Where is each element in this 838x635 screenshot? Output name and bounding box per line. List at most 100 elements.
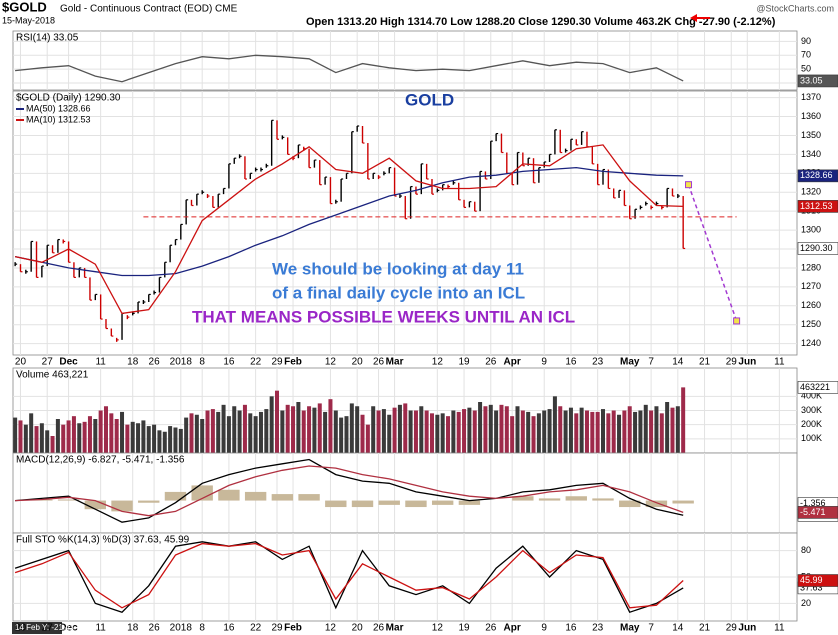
- pane-legend: Volume 463,221: [16, 370, 89, 381]
- price-bar: [190, 199, 194, 207]
- pane-legend: RSI(14) 33.05: [16, 33, 79, 44]
- volume-bar: [296, 402, 301, 453]
- y-tick-label: 1240: [801, 338, 821, 348]
- x-tick-label: 26: [485, 357, 497, 368]
- price-bar: [388, 167, 392, 174]
- legend-label: MA(10) 1312.53: [26, 114, 91, 124]
- y-tick-label: 1340: [801, 149, 821, 159]
- volume-bar: [579, 407, 584, 453]
- price-bar: [169, 244, 173, 263]
- price-bar: [345, 172, 349, 179]
- x-tick-label: 27: [42, 357, 54, 368]
- x-tick-label: 26: [485, 623, 497, 634]
- price-bar: [201, 190, 205, 195]
- volume-bar: [392, 407, 397, 453]
- price-bar: [206, 194, 210, 199]
- histogram-bar: [84, 500, 106, 510]
- price-bar: [367, 143, 370, 180]
- x-tick-label: 16: [223, 623, 235, 634]
- price-bar: [335, 199, 338, 204]
- price-bar: [94, 293, 98, 301]
- volume-bar: [531, 416, 536, 453]
- price-bar: [19, 264, 23, 273]
- histogram-bar: [244, 491, 267, 501]
- last-value-box: [797, 381, 838, 394]
- x-tick-label: 26: [373, 623, 385, 634]
- annotation: We should be looking at day 11: [272, 259, 524, 278]
- x-tick-label: 26: [373, 357, 385, 368]
- price-bar: [254, 167, 258, 172]
- y-tick-label: 1350: [801, 130, 821, 140]
- x-tick-label: 29: [726, 623, 738, 634]
- volume-bar: [590, 411, 595, 453]
- price-bar: [110, 328, 114, 337]
- volume-bar: [280, 410, 285, 453]
- volume-bar: [499, 404, 504, 453]
- volume-bar: [178, 428, 183, 453]
- series-line: [14, 144, 684, 315]
- volume-bar: [547, 409, 552, 453]
- price-bar: [399, 194, 402, 199]
- volume-bar: [606, 413, 611, 453]
- price-bar: [591, 146, 595, 165]
- volume-bar: [307, 406, 312, 453]
- histogram-bar: [538, 498, 561, 501]
- x-tick-label: 16: [565, 623, 577, 634]
- series-line: [14, 542, 684, 609]
- price-bar: [682, 196, 686, 250]
- x-tick-label: Jun: [738, 357, 756, 368]
- volume-bar: [440, 413, 445, 453]
- y-tick-label: 200K: [801, 419, 822, 429]
- x-tick-label: 26: [149, 357, 161, 368]
- price-bar: [217, 193, 221, 208]
- volume-bar: [258, 411, 263, 453]
- price-bar: [276, 120, 280, 140]
- volume-bar: [643, 404, 648, 453]
- volume-bar: [248, 413, 253, 453]
- volume-bar: [221, 404, 226, 453]
- volume-bar: [424, 410, 429, 453]
- annotation: of a final daily cycle into an ICL: [272, 283, 525, 302]
- series-line: [15, 54, 684, 83]
- price-bar: [490, 140, 493, 179]
- volume-bar: [376, 410, 381, 453]
- price-bar: [89, 277, 92, 301]
- price-bar: [126, 315, 130, 320]
- volume-bar: [103, 406, 108, 453]
- volume-bar: [429, 413, 434, 453]
- volume-bar: [349, 403, 354, 453]
- price-bar: [612, 188, 616, 199]
- volume-bar: [542, 410, 547, 453]
- volume-bar: [633, 411, 638, 453]
- x-tick-label: 8: [199, 623, 205, 634]
- volume-bar: [510, 416, 515, 453]
- x-tick-label: 21: [699, 623, 711, 634]
- x-tick-label: 20: [15, 357, 27, 368]
- x-tick-label: Apr: [504, 357, 521, 368]
- annotation: GOLD: [405, 90, 454, 109]
- price-bar: [425, 163, 429, 180]
- price-bar: [500, 133, 504, 154]
- histogram-bar: [271, 494, 294, 501]
- volume-bar: [515, 406, 520, 453]
- volume-bar: [670, 407, 675, 453]
- x-tick-label: Dec: [59, 357, 78, 368]
- volume-bar: [120, 411, 125, 453]
- pane: [12, 30, 798, 91]
- price-bar: [479, 170, 483, 212]
- x-tick-label: 11: [95, 623, 106, 634]
- price-bar: [361, 126, 365, 144]
- x-tick-label: 16: [223, 357, 235, 368]
- volume-bar: [494, 410, 499, 453]
- price-bar: [196, 193, 199, 206]
- histogram-bar: [405, 500, 427, 508]
- volume-bar: [456, 411, 461, 453]
- x-tick-label: 23: [592, 357, 604, 368]
- price-bar: [639, 205, 643, 210]
- y-tick-label: 300K: [801, 405, 822, 415]
- volume-bar: [77, 423, 82, 453]
- price-bar: [174, 238, 178, 246]
- volume-bar: [472, 410, 477, 453]
- price-bar: [650, 205, 654, 210]
